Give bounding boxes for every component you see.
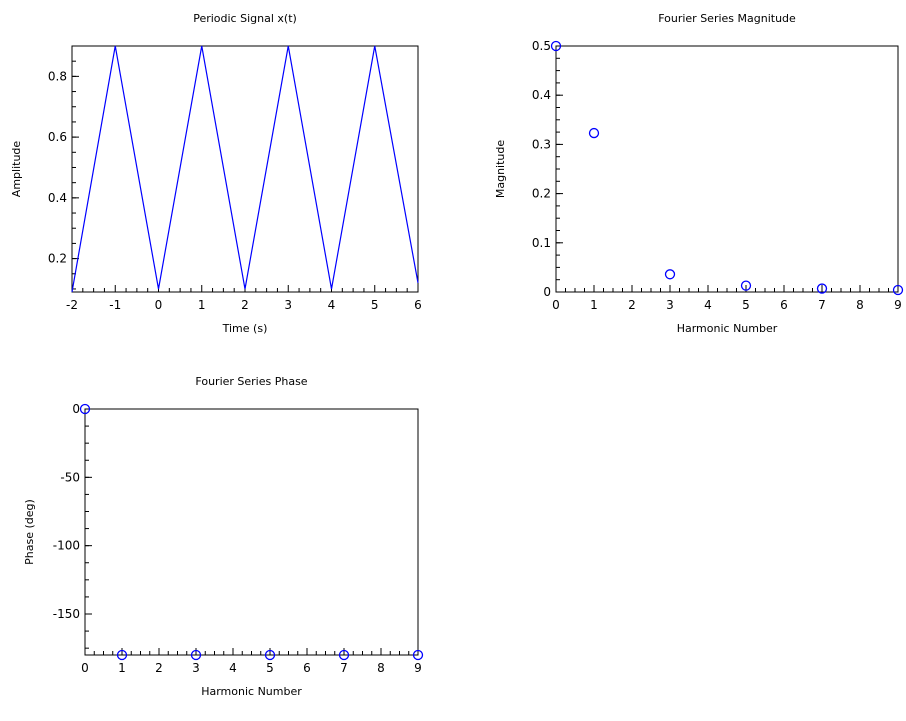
x-axis-label: Harmonic Number [201, 685, 302, 698]
data-point [892, 284, 904, 296]
y-tick-label: 0 [543, 285, 551, 299]
y-tick-label: 0.2 [48, 252, 67, 266]
x-tick-label: 1 [118, 661, 126, 675]
plot-frame [555, 45, 899, 293]
plot-frame [71, 45, 419, 293]
series-1 [71, 45, 419, 293]
data-point [190, 649, 202, 661]
x-tick-label: 3 [284, 298, 292, 312]
x-tick-label: 5 [371, 298, 379, 312]
data-point [816, 283, 828, 294]
x-tick-label: 3 [192, 661, 200, 675]
x-tick-label: 1 [198, 298, 206, 312]
chart-title: Periodic Signal x(t) [193, 12, 297, 25]
x-tick-label: 6 [414, 298, 422, 312]
x-tick-label: 2 [241, 298, 249, 312]
y-tick-label: -150 [53, 607, 80, 621]
chart-title: Fourier Series Phase [195, 375, 307, 388]
x-axis-label: Time (s) [222, 322, 268, 335]
x-tick-label: -2 [66, 298, 78, 312]
x-tick-label: 7 [340, 661, 348, 675]
subplot-3: Fourier Series Phase 0 1 2 3 4 5 6 7 8 9 -150 -100 -5… [23, 375, 424, 698]
x-tick-label: 7 [818, 298, 826, 312]
x-tick-label: 5 [742, 298, 750, 312]
y-tick-label: -50 [60, 470, 80, 484]
data-point [664, 269, 676, 280]
x-tick-label: 0 [81, 661, 89, 675]
x-axis-label: Harmonic Number [677, 322, 778, 335]
data-point [740, 280, 752, 291]
series-line [71, 45, 419, 293]
x-tick-label: 6 [780, 298, 788, 312]
x-tick-label: 0 [155, 298, 163, 312]
y-tick-label: 0.1 [532, 236, 551, 250]
y-tick-label: 0.4 [532, 88, 551, 102]
subplot-2: Fourier Series Magnitude 0 1 2 3 4 5 6 7 8 9 0 0.1 0.… [494, 12, 904, 335]
x-tick-label: 5 [266, 661, 274, 675]
x-tick-label: 9 [414, 661, 422, 675]
y-tick-label: 0 [72, 402, 80, 416]
y-tick-label: 0.8 [48, 69, 67, 83]
x-tick-label: 4 [328, 298, 336, 312]
x-tick-label: 4 [229, 661, 237, 675]
x-tick-label: 3 [666, 298, 674, 312]
x-tick-label: -1 [109, 298, 121, 312]
plot-frame [84, 408, 419, 656]
y-axis-label: Magnitude [494, 140, 507, 199]
y-tick-label: 0.5 [532, 39, 551, 53]
data-point [550, 40, 562, 52]
data-point [264, 649, 276, 661]
y-tick-label: -100 [53, 539, 80, 553]
data-point [79, 403, 91, 415]
x-tick-label: 1 [590, 298, 598, 312]
x-tick-label: 9 [894, 298, 902, 312]
y-tick-label: 0.6 [48, 130, 67, 144]
chart-title: Fourier Series Magnitude [658, 12, 796, 25]
data-point [338, 649, 350, 661]
x-tick-label: 6 [303, 661, 311, 675]
data-point [588, 127, 600, 139]
y-axis-label: Phase (deg) [23, 499, 36, 565]
x-tick-label: 2 [628, 298, 636, 312]
series-1 [550, 40, 904, 296]
data-point [116, 649, 128, 661]
y-axis-label: Amplitude [10, 141, 23, 198]
x-tick-label: 2 [155, 661, 163, 675]
x-tick-label: 0 [552, 298, 560, 312]
series-1 [79, 403, 424, 661]
data-point [412, 649, 424, 661]
x-tick-label: 4 [704, 298, 712, 312]
subplot-1: Periodic Signal x(t) -2 -1 0 1 2 3 4 5 6 0.2 0.4 0.6… [10, 12, 422, 335]
y-tick-label: 0.3 [532, 137, 551, 151]
x-tick-label: 8 [377, 661, 385, 675]
x-tick-label: 8 [856, 298, 864, 312]
y-tick-label: 0.4 [48, 191, 67, 205]
y-tick-label: 0.2 [532, 187, 551, 201]
